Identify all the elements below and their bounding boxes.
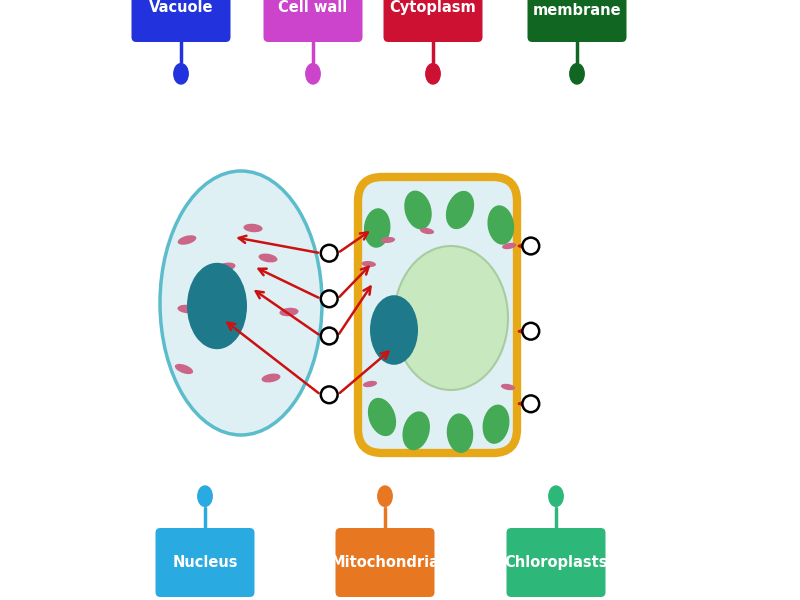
Ellipse shape bbox=[217, 263, 235, 271]
FancyBboxPatch shape bbox=[506, 528, 606, 597]
Circle shape bbox=[321, 328, 338, 344]
Ellipse shape bbox=[363, 381, 377, 387]
FancyBboxPatch shape bbox=[155, 528, 254, 597]
Text: Chloroplasts: Chloroplasts bbox=[504, 555, 608, 570]
Ellipse shape bbox=[446, 191, 474, 229]
Circle shape bbox=[321, 290, 338, 307]
FancyBboxPatch shape bbox=[383, 0, 482, 42]
Ellipse shape bbox=[487, 205, 514, 245]
FancyBboxPatch shape bbox=[527, 0, 626, 42]
Ellipse shape bbox=[362, 261, 376, 267]
Ellipse shape bbox=[198, 486, 212, 506]
Ellipse shape bbox=[381, 237, 395, 243]
Ellipse shape bbox=[482, 404, 510, 444]
Ellipse shape bbox=[258, 254, 278, 262]
Ellipse shape bbox=[394, 246, 508, 390]
Ellipse shape bbox=[549, 486, 563, 506]
Ellipse shape bbox=[178, 235, 196, 245]
FancyBboxPatch shape bbox=[131, 0, 230, 42]
Circle shape bbox=[522, 323, 539, 340]
Circle shape bbox=[321, 386, 338, 403]
Ellipse shape bbox=[404, 191, 432, 229]
Text: Cell
membrane: Cell membrane bbox=[533, 0, 622, 17]
Circle shape bbox=[321, 245, 338, 262]
Text: Cytoplasm: Cytoplasm bbox=[390, 0, 476, 15]
Ellipse shape bbox=[306, 64, 320, 84]
Ellipse shape bbox=[279, 308, 298, 316]
Ellipse shape bbox=[501, 384, 515, 390]
Ellipse shape bbox=[370, 295, 418, 365]
Ellipse shape bbox=[243, 224, 262, 232]
Ellipse shape bbox=[174, 64, 188, 84]
FancyBboxPatch shape bbox=[263, 0, 362, 42]
Ellipse shape bbox=[502, 243, 516, 249]
Text: Nucleus: Nucleus bbox=[172, 555, 238, 570]
Circle shape bbox=[522, 238, 539, 254]
Ellipse shape bbox=[364, 208, 390, 248]
Ellipse shape bbox=[426, 64, 440, 84]
Text: Mitochondria: Mitochondria bbox=[330, 555, 439, 570]
Ellipse shape bbox=[160, 171, 322, 435]
Ellipse shape bbox=[368, 398, 396, 436]
Circle shape bbox=[522, 395, 539, 412]
Ellipse shape bbox=[570, 64, 584, 84]
Ellipse shape bbox=[378, 486, 392, 506]
Ellipse shape bbox=[187, 263, 247, 349]
Ellipse shape bbox=[175, 364, 193, 374]
Ellipse shape bbox=[420, 228, 434, 234]
Ellipse shape bbox=[178, 305, 197, 313]
FancyBboxPatch shape bbox=[358, 177, 517, 453]
FancyBboxPatch shape bbox=[335, 528, 434, 597]
Ellipse shape bbox=[402, 412, 430, 450]
Ellipse shape bbox=[446, 413, 474, 453]
Text: Vacuole: Vacuole bbox=[149, 0, 214, 15]
Ellipse shape bbox=[262, 374, 281, 382]
Text: Cell wall: Cell wall bbox=[278, 0, 348, 15]
